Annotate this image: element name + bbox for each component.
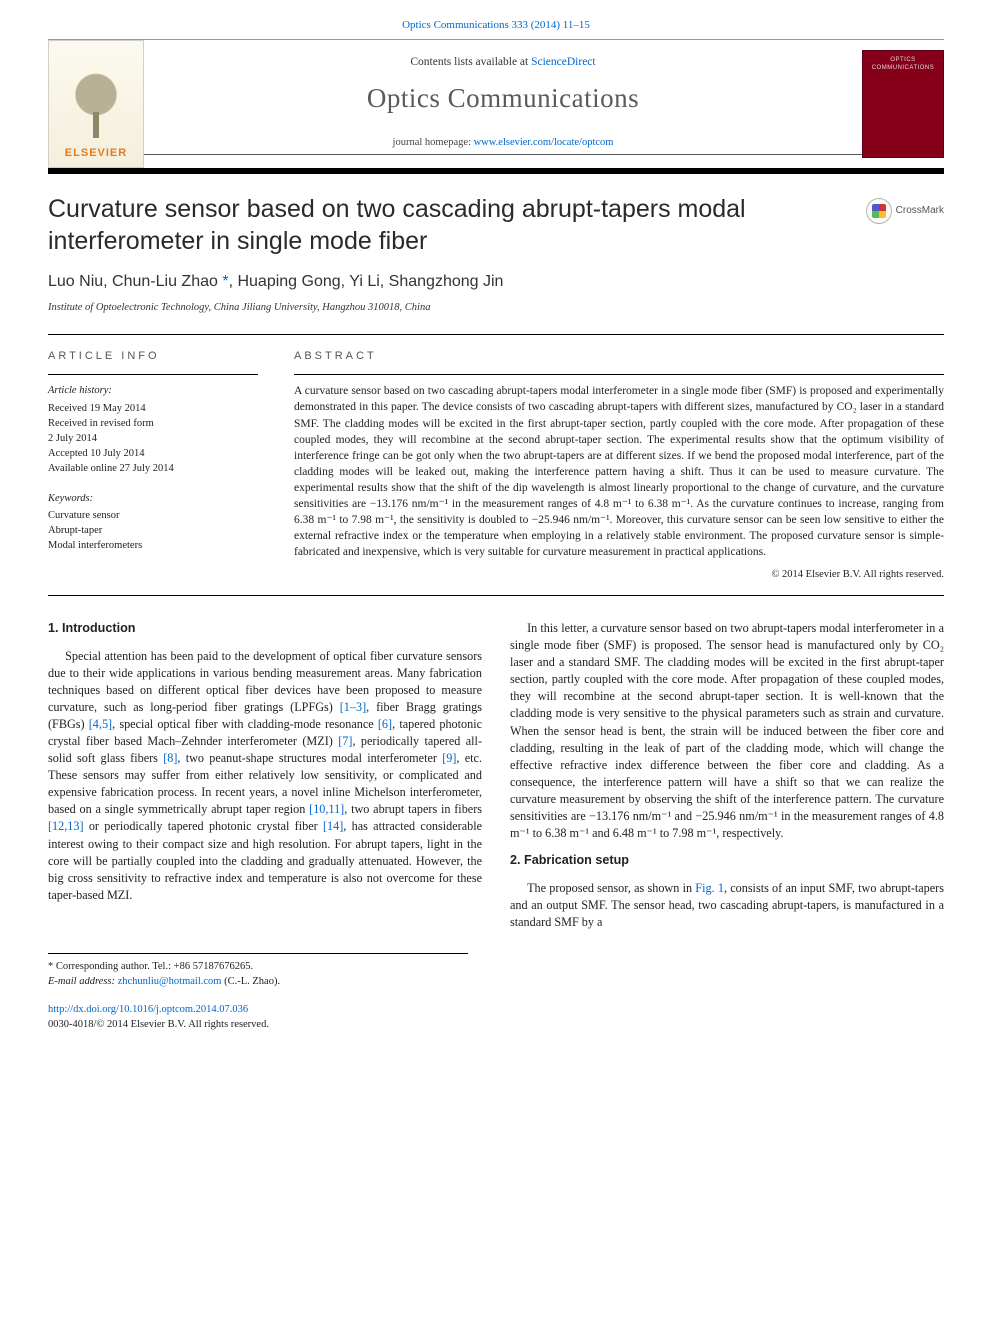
ref-link[interactable]: [4,5] bbox=[89, 717, 112, 731]
authors-part1: Luo Niu, Chun-Liu Zhao bbox=[48, 273, 218, 290]
corr-email-line: E-mail address: zhchunliu@hotmail.com (C… bbox=[48, 975, 468, 990]
section-1-para-2: In this letter, a curvature sensor based… bbox=[510, 620, 944, 842]
elsevier-logo-text: ELSEVIER bbox=[65, 146, 127, 161]
article-info-col: ARTICLE INFO Article history: Received 1… bbox=[48, 349, 258, 583]
crossmark-label: CrossMark bbox=[896, 204, 944, 218]
authors-part2: , Huaping Gong, Yi Li, Shangzhong Jin bbox=[229, 273, 504, 290]
corresponding-author-footnote: * Corresponding author. Tel.: +86 571876… bbox=[48, 953, 468, 989]
ref-link[interactable]: [7] bbox=[338, 734, 352, 748]
cover-title: OPTICS COMMUNICATIONS bbox=[867, 57, 939, 71]
section-1-heading: 1. Introduction bbox=[48, 620, 482, 638]
homepage-line: journal homepage: www.elsevier.com/locat… bbox=[144, 133, 862, 155]
body-text: , special optical fiber with cladding-mo… bbox=[112, 717, 378, 731]
body-text: , two peanut-shape structures modal inte… bbox=[177, 751, 442, 765]
contents-line: Contents lists available at ScienceDirec… bbox=[410, 54, 595, 70]
corr-author-line: * Corresponding author. Tel.: +86 571876… bbox=[48, 960, 468, 975]
abstract-body: A curvature sensor based on two cascadin… bbox=[294, 374, 944, 560]
homepage-url[interactable]: www.elsevier.com/locate/optcom bbox=[474, 137, 614, 148]
masthead-center: Contents lists available at ScienceDirec… bbox=[144, 40, 862, 168]
doi-link[interactable]: http://dx.doi.org/10.1016/j.optcom.2014.… bbox=[48, 1004, 248, 1015]
ref-link[interactable]: [9] bbox=[442, 751, 456, 765]
ref-link[interactable]: [10,11] bbox=[309, 802, 344, 816]
fig-ref-link[interactable]: Fig. 1 bbox=[695, 881, 724, 895]
journal-cover-thumbnail: OPTICS COMMUNICATIONS bbox=[862, 50, 944, 158]
title-block: CrossMark Curvature sensor based on two … bbox=[48, 194, 944, 257]
keywords-label: Keywords: bbox=[48, 491, 258, 506]
keyword: Curvature sensor bbox=[48, 508, 258, 523]
journal-title: Optics Communications bbox=[367, 80, 639, 118]
doi-block: http://dx.doi.org/10.1016/j.optcom.2014.… bbox=[48, 1003, 944, 1032]
contents-prefix: Contents lists available at bbox=[410, 56, 531, 68]
masthead: ELSEVIER Contents lists available at Sci… bbox=[48, 40, 944, 174]
paper-title: Curvature sensor based on two cascading … bbox=[48, 194, 808, 257]
abstract-copyright: © 2014 Elsevier B.V. All rights reserved… bbox=[294, 568, 944, 583]
email-label: E-mail address: bbox=[48, 976, 118, 987]
section-2-para-1: The proposed sensor, as shown in Fig. 1,… bbox=[510, 880, 944, 931]
abstract-col: ABSTRACT A curvature sensor based on two… bbox=[294, 349, 944, 583]
email-tail: (C.-L. Zhao). bbox=[221, 976, 280, 987]
homepage-prefix: journal homepage: bbox=[393, 137, 474, 148]
history-line: Accepted 10 July 2014 bbox=[48, 446, 258, 461]
history-line: Received in revised form bbox=[48, 416, 258, 431]
body-columns: 1. Introduction Special attention has be… bbox=[48, 620, 944, 941]
section-1-para-1: Special attention has been paid to the d… bbox=[48, 648, 482, 904]
section-2-heading: 2. Fabrication setup bbox=[510, 852, 944, 870]
body-text: The proposed sensor, as shown in bbox=[527, 881, 695, 895]
history-line: Received 19 May 2014 bbox=[48, 401, 258, 416]
author-list: Luo Niu, Chun-Liu Zhao *, Huaping Gong, … bbox=[48, 271, 944, 293]
body-text: or periodically tapered photonic crystal… bbox=[84, 819, 323, 833]
keyword: Abrupt-taper bbox=[48, 523, 258, 538]
history-block: Article history: Received 19 May 2014 Re… bbox=[48, 374, 258, 476]
keyword: Modal interferometers bbox=[48, 538, 258, 553]
meta-row: ARTICLE INFO Article history: Received 1… bbox=[48, 335, 944, 596]
citation-band: Optics Communications 333 (2014) 11–15 bbox=[48, 18, 944, 40]
crossmark-icon bbox=[866, 198, 892, 224]
article-info-heading: ARTICLE INFO bbox=[48, 349, 258, 364]
history-line: Available online 27 July 2014 bbox=[48, 461, 258, 476]
affiliation: Institute of Optoelectronic Technology, … bbox=[48, 301, 944, 316]
abstract-heading: ABSTRACT bbox=[294, 349, 944, 364]
sciencedirect-link[interactable]: ScienceDirect bbox=[531, 56, 596, 68]
ref-link[interactable]: [8] bbox=[163, 751, 177, 765]
ref-link[interactable]: [14] bbox=[323, 819, 343, 833]
ref-link[interactable]: [6] bbox=[378, 717, 392, 731]
citation-link[interactable]: Optics Communications 333 (2014) 11–15 bbox=[402, 19, 590, 31]
elsevier-logo: ELSEVIER bbox=[48, 40, 144, 168]
keywords-block: Keywords: Curvature sensor Abrupt-taper … bbox=[48, 491, 258, 554]
ref-link[interactable]: [12,13] bbox=[48, 819, 84, 833]
history-label: Article history: bbox=[48, 383, 258, 398]
issn-copyright: 0030-4018/© 2014 Elsevier B.V. All right… bbox=[48, 1018, 944, 1033]
history-line: 2 July 2014 bbox=[48, 431, 258, 446]
body-text: , two abrupt tapers in fibers bbox=[344, 802, 482, 816]
email-link[interactable]: zhchunliu@hotmail.com bbox=[118, 976, 222, 987]
crossmark-badge[interactable]: CrossMark bbox=[866, 198, 944, 224]
ref-link[interactable]: [1–3] bbox=[340, 700, 366, 714]
elsevier-tree-icon bbox=[69, 70, 123, 140]
